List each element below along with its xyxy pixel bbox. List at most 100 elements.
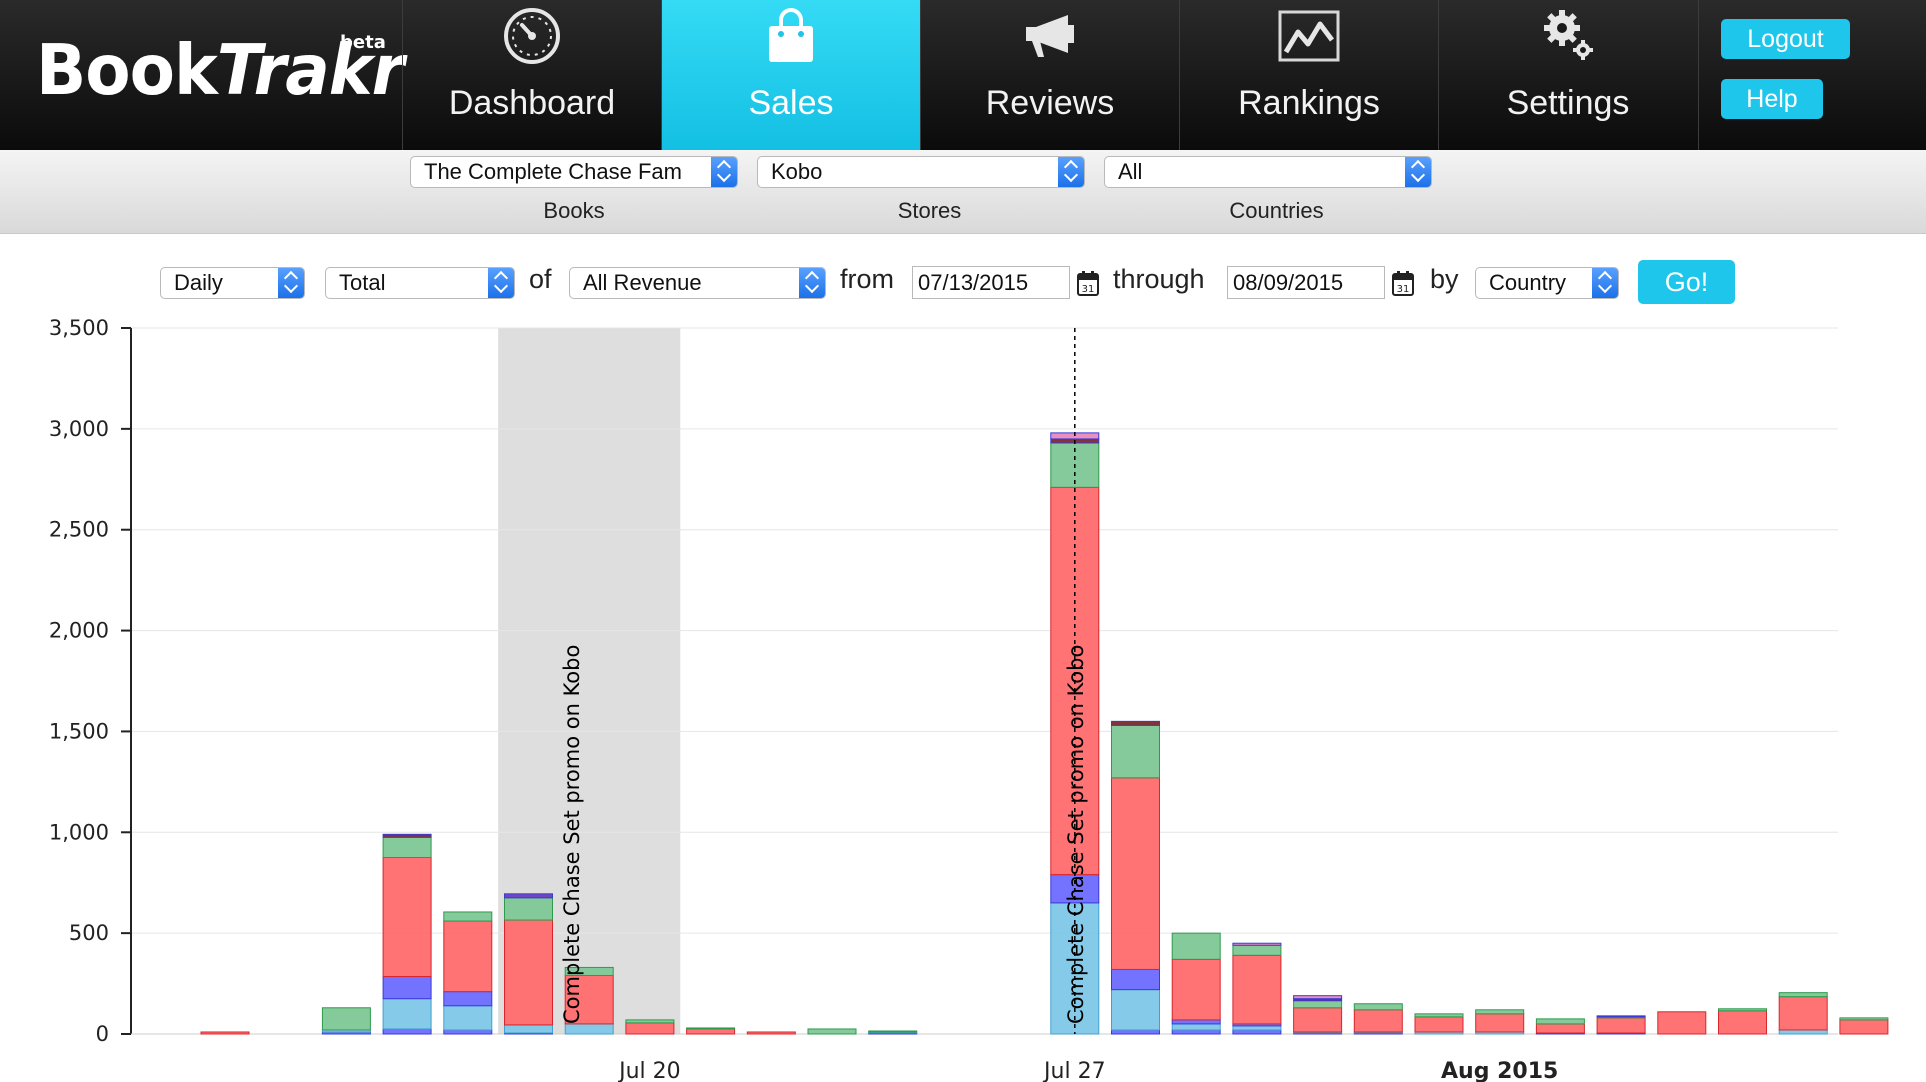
chart-bar-segment [443, 920, 493, 993]
y-tick-label: 500 [69, 921, 109, 945]
calendar-icon[interactable]: 31 [1077, 270, 1099, 296]
chart-bar-segment [382, 976, 432, 1000]
promo-annotation: Complete Chase Set promo on Kobo [560, 645, 584, 1024]
from-date-input[interactable]: 07/13/2015 [912, 266, 1070, 299]
gauge-icon [403, 6, 661, 66]
chart-bar-segment [1839, 1019, 1889, 1035]
stores-label: Stores [897, 198, 962, 223]
chart-bar-segment [382, 998, 432, 1030]
chart-bar-segment [686, 1027, 736, 1030]
chart-bar-segment [1718, 1008, 1767, 1012]
chart-bar-segment [1293, 995, 1343, 1000]
chart-bar-segment [564, 966, 614, 977]
group-by-select[interactable]: Country [1475, 267, 1619, 299]
y-tick-label: 0 [96, 1022, 109, 1046]
chart-bar-segment [1596, 1017, 1646, 1034]
chart-bar-segment [1171, 958, 1221, 1021]
revenue-select[interactable]: All Revenue [569, 267, 826, 299]
chart-bar-segment [200, 1031, 250, 1035]
y-tick-label: 3,500 [49, 316, 109, 340]
promo-annotation: Complete Chase Set promo on Kobo [1064, 645, 1088, 1024]
chart-bar-segment [1475, 1013, 1525, 1033]
select-arrows-icon [799, 268, 825, 298]
chart-bar-segment [1839, 1017, 1889, 1021]
chart-bar-segment [1111, 777, 1160, 970]
y-tick-label: 2,000 [49, 619, 109, 643]
chart-bar-segment [1171, 932, 1221, 960]
chart-bar-segment [1171, 1023, 1221, 1031]
megaphone-icon [921, 6, 1179, 66]
chart-bar-segment [504, 897, 553, 921]
nav-rankings[interactable]: Rankings [1179, 0, 1438, 150]
chart-bar-segment [1111, 989, 1160, 1031]
chart-bar-segment [1111, 724, 1160, 779]
chart-bar-segment [1596, 1015, 1646, 1018]
chart-bar-segment [1718, 1010, 1767, 1035]
logout-button[interactable]: Logout [1721, 19, 1850, 59]
chart-bar-segment [1171, 1019, 1221, 1025]
chart-bar-segment [746, 1031, 796, 1035]
chart-bar-segment [504, 919, 553, 1026]
logo-wordmark: BookTrakr [36, 34, 404, 108]
nav-sales-label: Sales [748, 84, 834, 122]
nav-reviews[interactable]: Reviews [920, 0, 1179, 150]
select-arrows-icon [1592, 268, 1618, 298]
help-button[interactable]: Help [1721, 79, 1823, 119]
of-label: of [529, 264, 552, 294]
chart-bar-segment [443, 991, 493, 1007]
logo-book-text: Book [36, 30, 218, 111]
chart-bar-segment [1657, 1011, 1707, 1035]
chart-bar-segment [1232, 1029, 1282, 1035]
stacked-bar-chart: 0 500 1,000 1,500 2,000 2,500 3,000 3,500 Comple… [49, 316, 1889, 1082]
period-select[interactable]: Daily [160, 267, 305, 299]
books-select-value: The Complete Chase Fam [424, 159, 682, 184]
countries-select-value: All [1118, 159, 1143, 184]
chart-bar-segment [868, 1030, 918, 1033]
chart-bar-segment [1232, 942, 1282, 946]
chart-bar-segment [1778, 992, 1828, 998]
calendar-icon[interactable]: 31 [1392, 270, 1414, 296]
chart-bar-segment [321, 1007, 371, 1031]
chart-bar-segment [1353, 1009, 1403, 1033]
countries-select[interactable]: All [1104, 156, 1432, 188]
nav-sales[interactable]: Sales [661, 0, 920, 150]
chart-bar-segment [1111, 968, 1160, 991]
logo-trakr-text: Trakr [216, 30, 404, 111]
chart-bar-segment [625, 1022, 675, 1035]
nav-settings[interactable]: Settings [1438, 0, 1697, 150]
chart-bar-segment [382, 1028, 432, 1035]
select-arrows-icon [278, 268, 304, 298]
chart-bar-segment [1778, 1029, 1828, 1035]
chart-bar-segment [1232, 954, 1282, 1025]
books-select[interactable]: The Complete Chase Fam [410, 156, 738, 188]
booktrakr-logo[interactable]: BookTrakr beta [0, 0, 404, 150]
line-chart-icon [1180, 6, 1438, 66]
nav-rankings-label: Rankings [1238, 84, 1380, 122]
select-arrows-icon [488, 268, 514, 298]
y-tick-label: 1,000 [49, 820, 109, 844]
measure-select[interactable]: Total [325, 267, 515, 299]
nav-dashboard[interactable]: Dashboard [402, 0, 661, 150]
x-tick-label: Jul 20 [617, 1059, 681, 1082]
nav-dashboard-label: Dashboard [448, 84, 616, 122]
chart-bar-segment [686, 1028, 736, 1035]
chart-bar-segment [443, 1029, 493, 1035]
svg-text:31: 31 [1397, 284, 1410, 295]
go-button[interactable]: Go! [1638, 260, 1735, 304]
through-date-input[interactable]: 08/09/2015 [1227, 266, 1385, 299]
stores-select[interactable]: Kobo [757, 156, 1085, 188]
by-label: by [1430, 264, 1459, 294]
beta-label: beta [340, 32, 386, 53]
chart-bar-segment [1475, 1009, 1525, 1015]
nav-reviews-label: Reviews [985, 84, 1115, 122]
revenue-select-value: All Revenue [583, 270, 702, 295]
shopping-bag-icon [662, 6, 920, 66]
countries-label: Countries [1229, 198, 1324, 223]
chart-bar-segment [1111, 1029, 1160, 1035]
chart-bar-segment [504, 893, 553, 899]
account-actions: Logout Help [1698, 0, 1926, 150]
through-label: through [1113, 264, 1205, 294]
chart-bar-segment [1535, 1023, 1585, 1034]
select-arrows-icon [1405, 157, 1431, 187]
top-navigation-bar: BookTrakr beta Dashboard Sales [0, 0, 1926, 150]
